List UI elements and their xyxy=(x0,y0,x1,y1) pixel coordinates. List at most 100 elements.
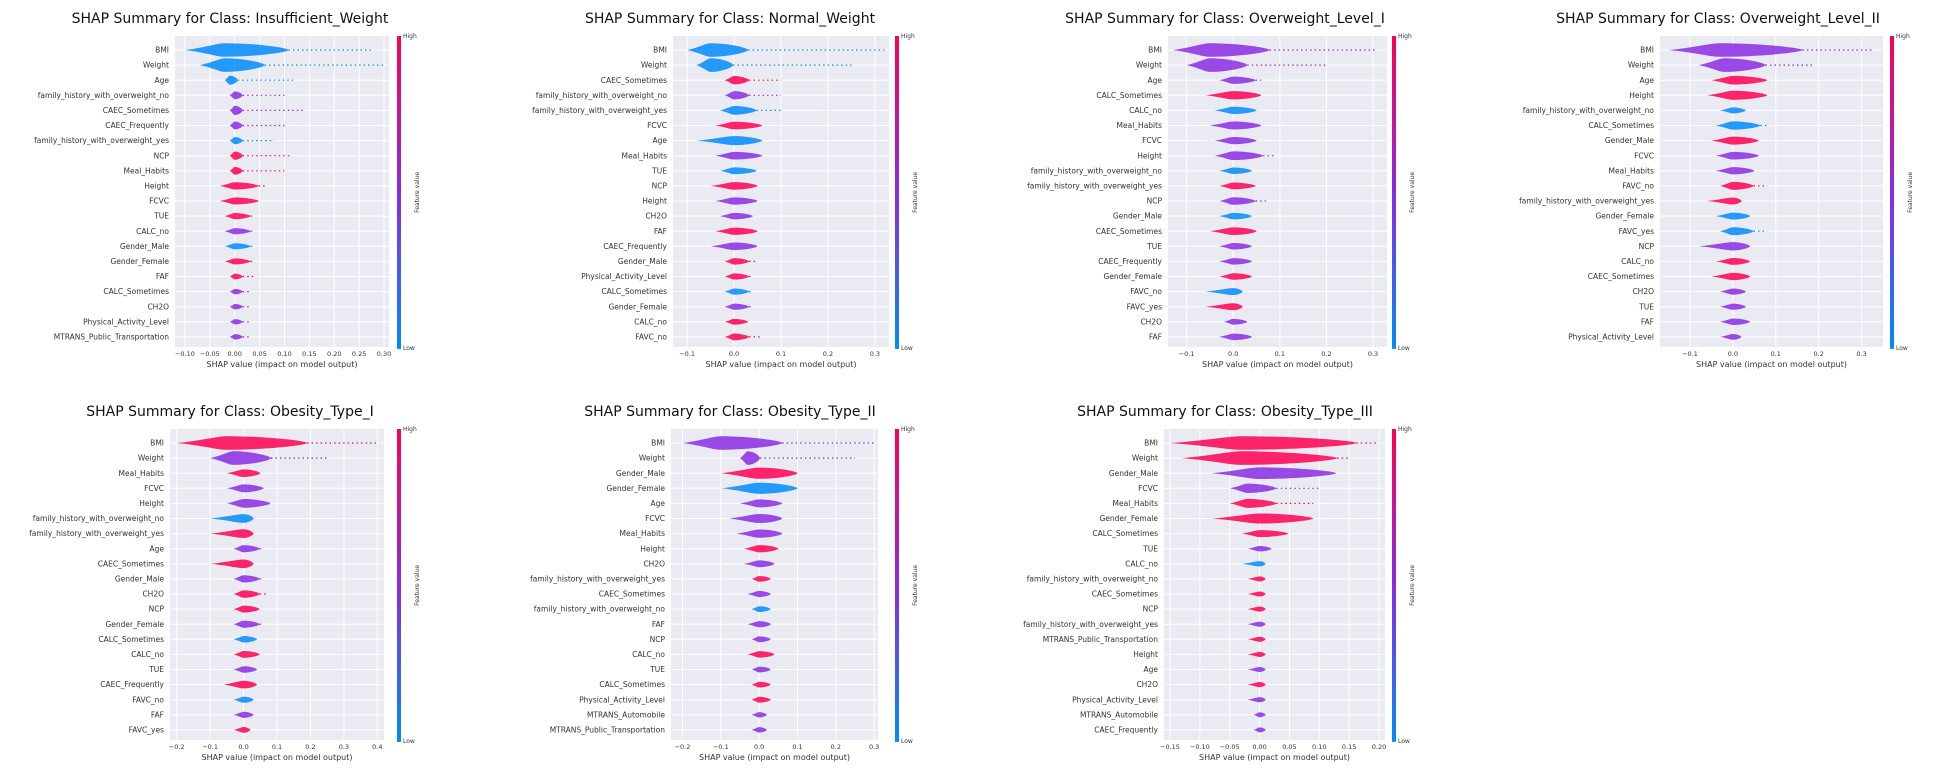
violin-shape xyxy=(751,606,771,612)
violin-shape xyxy=(1247,591,1266,597)
violin-shape xyxy=(687,43,749,57)
feature-label: Gender_Female xyxy=(105,620,164,629)
feature-label: family_history_with_overweight_no xyxy=(1031,166,1163,175)
violin-shape xyxy=(751,666,771,673)
feature-label: FAF xyxy=(156,272,169,281)
feature-label: CAEC_Sometimes xyxy=(599,590,665,599)
x-tick-label: 0.20 xyxy=(327,350,341,358)
chart-title: SHAP Summary for Class: Overweight_Level… xyxy=(1065,11,1385,27)
feature-label: CALC_no xyxy=(634,317,667,326)
violin-shape xyxy=(696,58,734,72)
plot-area xyxy=(671,429,878,740)
violin-shape xyxy=(226,484,264,493)
x-tick-label: 0.2 xyxy=(831,743,841,751)
colorbar-low-label: Low xyxy=(403,345,415,352)
x-tick-label: 0.3 xyxy=(339,743,349,751)
chart-panel: SHAP Summary for Class: Obesity_Type_I −0… xyxy=(29,404,421,762)
colorbar-high-label: High xyxy=(901,426,915,433)
feature-label: family_history_with_overweight_yes xyxy=(1027,182,1162,191)
feature-label: Gender_Female xyxy=(1103,272,1162,281)
violin-shape xyxy=(233,590,260,598)
colorbar-title: Feature value xyxy=(1907,172,1914,213)
feature-label: FAVC_no xyxy=(1622,182,1654,191)
colorbar-title: Feature value xyxy=(912,172,919,213)
feature-label: Weight xyxy=(138,454,164,463)
feature-label: FAF xyxy=(151,710,164,719)
violin-shape xyxy=(229,105,243,116)
violin-shape xyxy=(724,273,750,280)
violin-shape xyxy=(710,182,758,190)
feature-label: CALC_Sometimes xyxy=(1096,91,1162,100)
colorbar xyxy=(397,36,401,349)
chart-title: SHAP Summary for Class: Normal_Weight xyxy=(585,11,876,27)
feature-label: family_history_with_overweight_yes xyxy=(1023,620,1158,629)
violin-shape xyxy=(1219,76,1256,84)
x-tick-label: −0.1 xyxy=(202,743,218,751)
violin-shape xyxy=(1219,333,1252,341)
violin-shape xyxy=(233,620,260,628)
feature-label: Meal_Habits xyxy=(1113,499,1159,508)
violin-shape xyxy=(751,696,771,703)
violin-shape xyxy=(720,467,798,479)
violin-shape xyxy=(724,76,750,85)
feature-label: Height xyxy=(1137,151,1162,160)
x-axis-label: SHAP value (impact on model output) xyxy=(1202,360,1353,369)
plot-area xyxy=(1168,36,1387,347)
violin-shape xyxy=(1219,258,1252,265)
feature-label: CALC_Sometimes xyxy=(601,287,667,296)
feature-label: MTRANS_Automobile xyxy=(587,710,665,719)
violin-shape xyxy=(696,136,763,146)
feature-label: CH2O xyxy=(1632,287,1654,296)
feature-label: Physical_Activity_Level xyxy=(1072,695,1158,704)
violin-shape xyxy=(719,212,753,220)
feature-label: FCVC xyxy=(1138,484,1158,493)
chart-panel: SHAP Summary for Class: Obesity_Type_II −… xyxy=(530,404,919,762)
feature-label: Age xyxy=(1143,665,1158,674)
violin-shape xyxy=(224,228,251,235)
violin-shape xyxy=(1715,257,1751,265)
violin-shape xyxy=(229,91,243,100)
feature-label: family_history_with_overweight_yes xyxy=(1519,197,1654,206)
x-axis-label: SHAP value (impact on model output) xyxy=(1199,753,1350,762)
violin-shape xyxy=(233,696,254,703)
violin-shape xyxy=(1247,636,1266,642)
colorbar-low-label: Low xyxy=(901,345,913,352)
violin-shape xyxy=(751,727,767,733)
violin-shape xyxy=(229,151,243,160)
feature-label: FCVC xyxy=(647,121,667,130)
feature-label: Gender_Male xyxy=(115,575,165,584)
violin-shape xyxy=(1715,151,1759,160)
violin-shape xyxy=(719,167,757,175)
violin-shape xyxy=(1247,697,1266,703)
feature-label: CAEC_Frequently xyxy=(1098,257,1162,266)
x-tick-label: 0.00 xyxy=(1252,743,1266,751)
x-tick-label: 0.3 xyxy=(1368,350,1378,358)
x-tick-label: −0.05 xyxy=(1220,743,1240,751)
chart-title: SHAP Summary for Class: Obesity_Type_II xyxy=(584,404,876,420)
x-tick-label: 0.0 xyxy=(238,743,248,751)
feature-label: Gender_Male xyxy=(1109,469,1159,478)
colorbar-title: Feature value xyxy=(414,565,421,606)
feature-label: Height xyxy=(1133,650,1158,659)
x-tick-label: 0.0 xyxy=(1228,350,1238,358)
violin-shape xyxy=(715,227,758,235)
violin-shape xyxy=(751,576,771,582)
chart-panel: SHAP Summary for Class: Normal_Weight −0.… xyxy=(532,11,919,369)
violin-shape xyxy=(747,651,775,658)
violin-shape xyxy=(1209,121,1262,130)
violin-shape xyxy=(1205,91,1262,100)
feature-label: Physical_Activity_Level xyxy=(581,272,667,281)
colorbar xyxy=(1392,429,1396,742)
feature-label: Meal_Habits xyxy=(622,151,668,160)
colorbar-high-label: High xyxy=(1896,33,1910,40)
violin-shape xyxy=(1247,621,1266,627)
chart-title: SHAP Summary for Class: Insufficient_Wei… xyxy=(72,11,389,27)
chart-title: SHAP Summary for Class: Overweight_Level… xyxy=(1556,11,1880,27)
feature-label: CH2O xyxy=(142,590,164,599)
violin-shape xyxy=(1720,288,1746,295)
feature-label: CALC_no xyxy=(1129,106,1162,115)
violin-shape xyxy=(233,575,260,583)
colorbar xyxy=(895,36,899,349)
violin-shape xyxy=(224,258,251,265)
feature-label: Meal_Habits xyxy=(1117,121,1163,130)
